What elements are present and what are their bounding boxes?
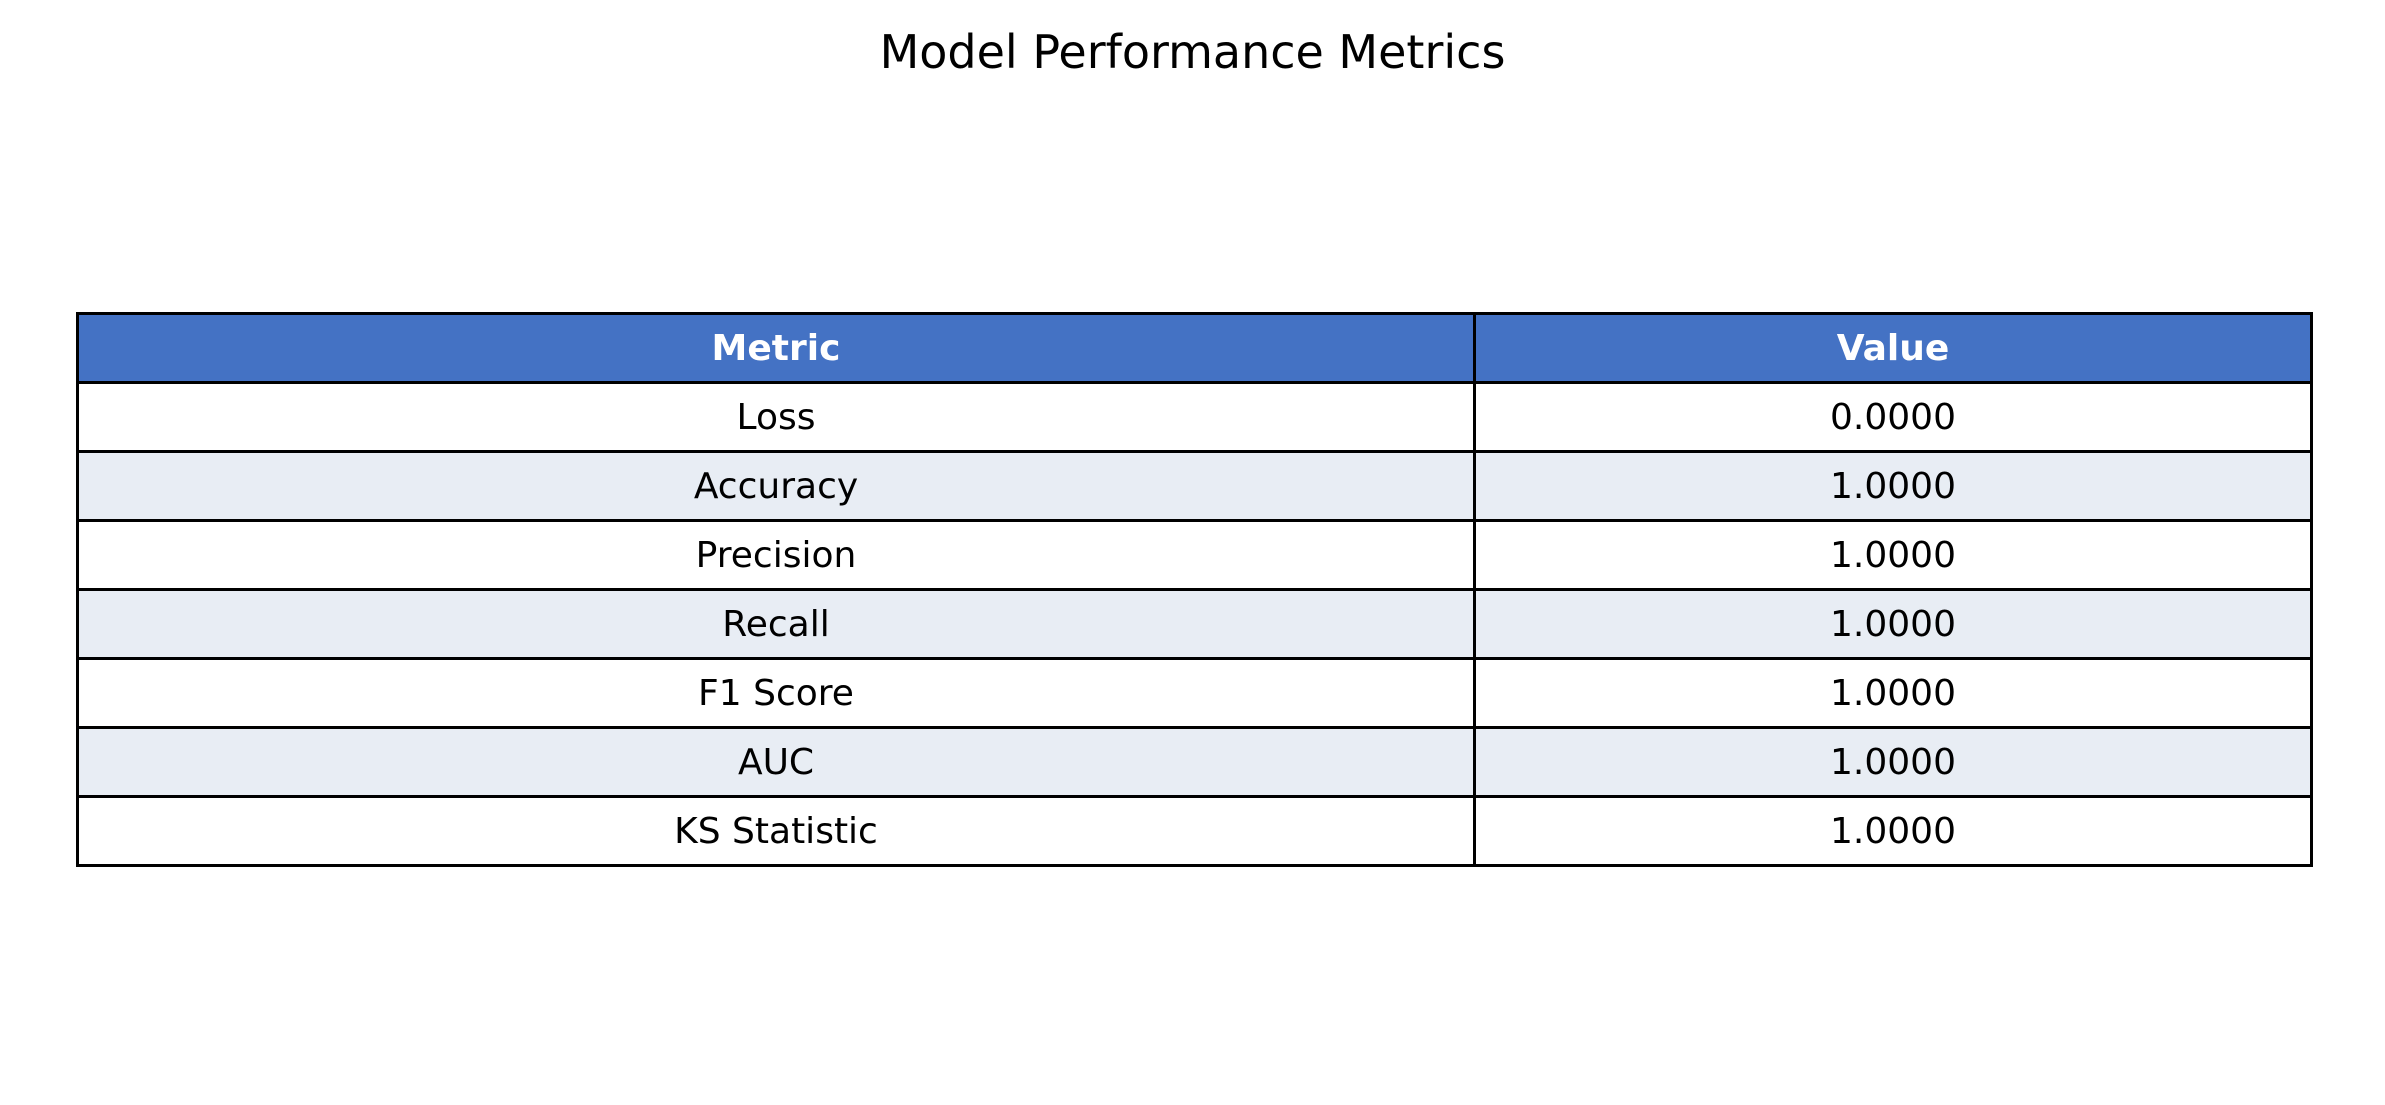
metric-value-cell: 1.0000 [1473, 519, 2313, 591]
header-value: Value [1473, 312, 2313, 384]
metric-name-cell: Loss [76, 381, 1476, 453]
metric-value-cell: 1.0000 [1473, 657, 2313, 729]
header-metric: Metric [76, 312, 1476, 384]
metric-value-cell: 1.0000 [1473, 450, 2313, 522]
metric-name-cell: Recall [76, 588, 1476, 660]
metric-name-cell: KS Statistic [76, 795, 1476, 867]
metric-value-cell: 1.0000 [1473, 726, 2313, 798]
metric-name-cell: Precision [76, 519, 1476, 591]
metric-value-cell: 0.0000 [1473, 381, 2313, 453]
table-header-row: Metric Value [76, 312, 2313, 384]
chart-title: Model Performance Metrics [879, 25, 1506, 79]
table-row: Recall 1.0000 [76, 588, 2313, 660]
metrics-table: Metric Value Loss 0.0000 Accuracy 1.0000 Pre… [76, 312, 2313, 867]
metric-value-cell: 1.0000 [1473, 795, 2313, 867]
metric-name-cell: AUC [76, 726, 1476, 798]
table-row: Precision 1.0000 [76, 519, 2313, 591]
metric-name-cell: Accuracy [76, 450, 1476, 522]
metric-value-cell: 1.0000 [1473, 588, 2313, 660]
table-row: F1 Score 1.0000 [76, 657, 2313, 729]
table-row: Loss 0.0000 [76, 381, 2313, 453]
table-row: KS Statistic 1.0000 [76, 795, 2313, 867]
table-body: Loss 0.0000 Accuracy 1.0000 Precision 1.0000 R… [76, 381, 2313, 867]
table-row: AUC 1.0000 [76, 726, 2313, 798]
table-row: Accuracy 1.0000 [76, 450, 2313, 522]
metric-name-cell: F1 Score [76, 657, 1476, 729]
